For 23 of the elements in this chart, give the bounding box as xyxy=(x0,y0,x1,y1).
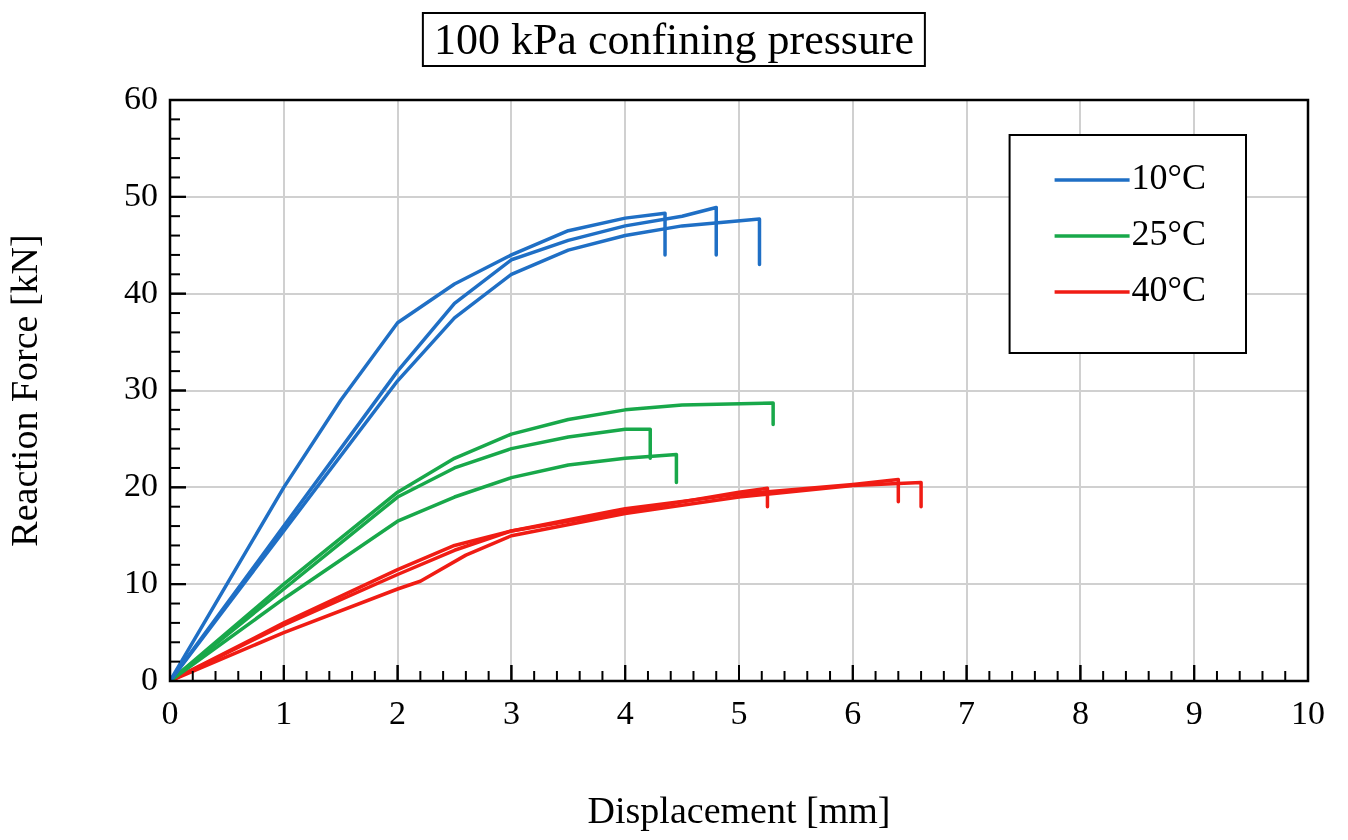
x-tick-label: 2 xyxy=(389,694,407,732)
y-axis-title: Reaction Force [kN] xyxy=(2,234,45,547)
legend-label: 10°C xyxy=(1131,157,1207,198)
y-tick-label: 40 xyxy=(124,272,158,310)
x-tick-label: 6 xyxy=(844,694,862,732)
x-tick-label: 9 xyxy=(1185,694,1203,732)
y-tick-label: 0 xyxy=(141,659,158,697)
y-tick-label: 30 xyxy=(124,369,158,407)
y-tick-label: 60 xyxy=(124,78,158,116)
y-tick-label: 20 xyxy=(124,466,158,504)
y-tick-label: 10 xyxy=(124,563,158,601)
x-tick-label: 4 xyxy=(616,694,634,732)
x-axis-title: Displacement [mm] xyxy=(587,789,891,832)
y-tick-label: 50 xyxy=(124,175,158,213)
x-tick-label: 7 xyxy=(958,694,976,732)
x-tick-label: 8 xyxy=(1071,694,1089,732)
x-tick-label: 5 xyxy=(730,694,748,732)
x-tick-label: 3 xyxy=(502,694,520,732)
x-tick-label: 1 xyxy=(275,694,293,732)
legend-label: 25°C xyxy=(1131,213,1207,254)
chart-title: 100 kPa confining pressure xyxy=(421,12,927,67)
legend-label: 40°C xyxy=(1131,269,1207,310)
x-tick-label: 10 xyxy=(1291,694,1325,732)
